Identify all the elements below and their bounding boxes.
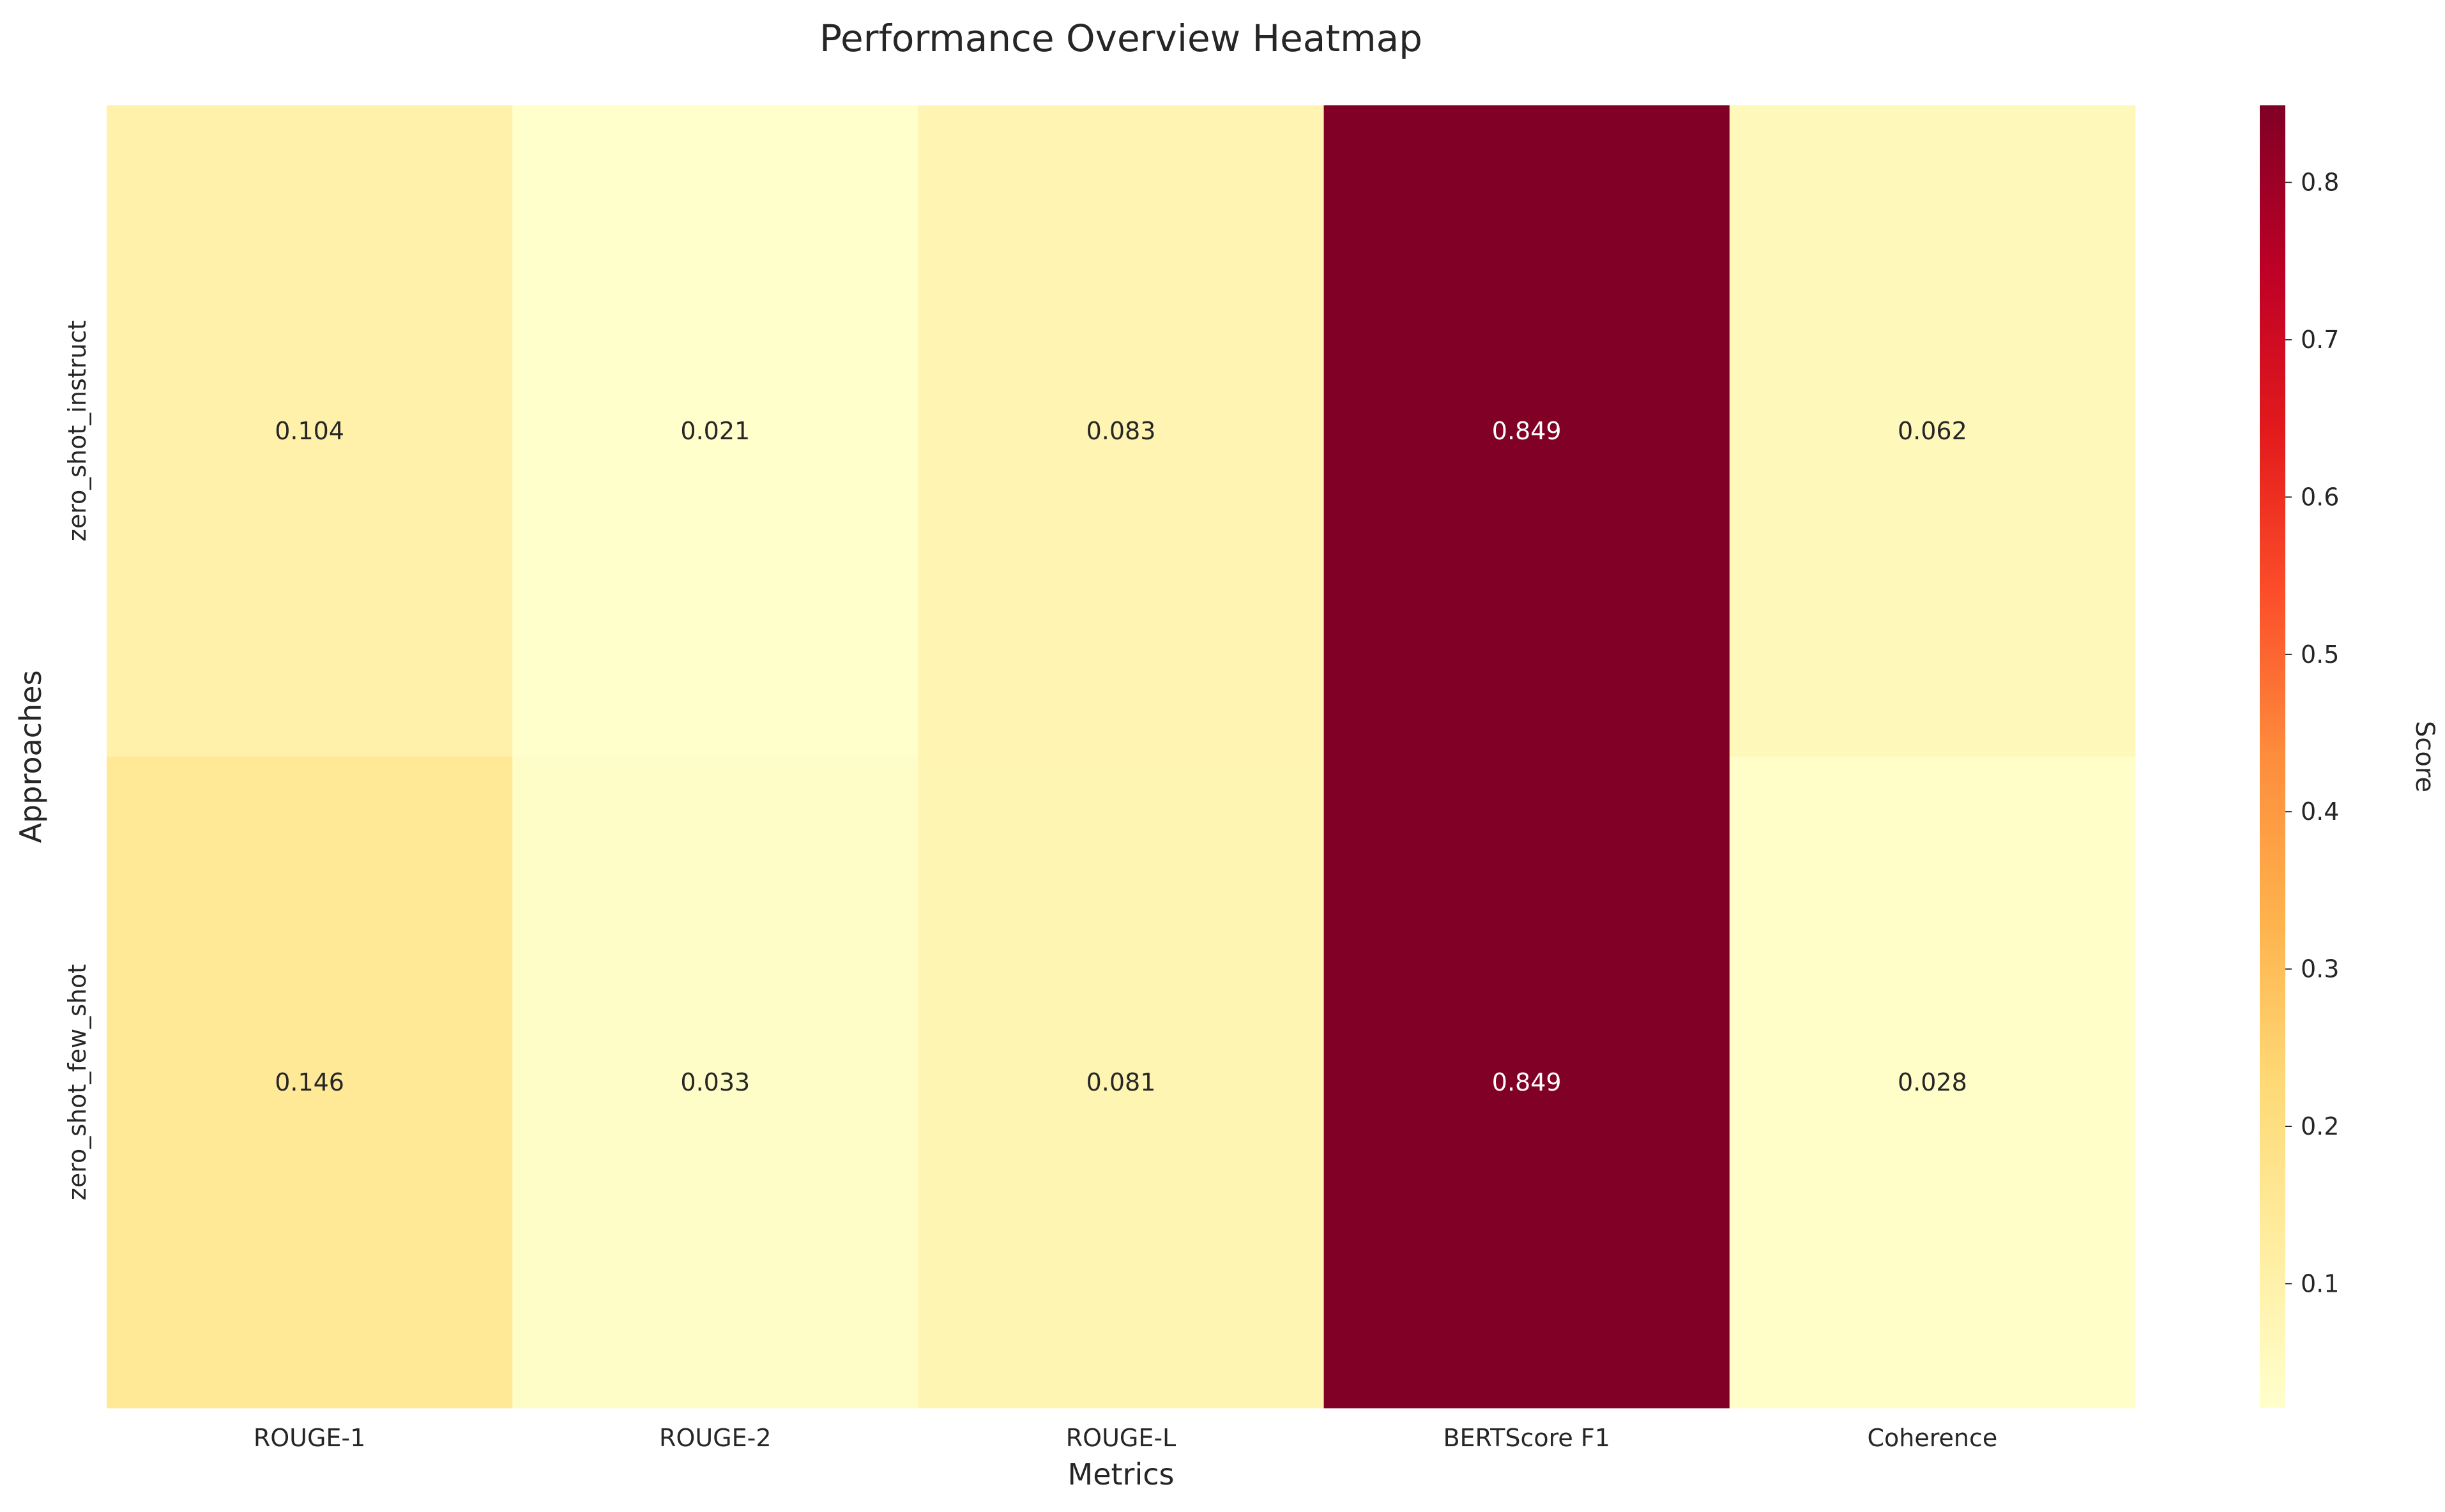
y-axis-label: Approaches [13, 670, 48, 843]
heatmap-cell-label: 0.146 [275, 1068, 344, 1096]
heatmap-cell [1323, 757, 1730, 1409]
x-tick-label: Coherence [1868, 1424, 1998, 1452]
heatmap-cells [107, 105, 2136, 1409]
colorbar-label: Score [2410, 721, 2439, 792]
colorbar-tick-label: 0.5 [2301, 640, 2339, 669]
heatmap-cell-labels: 0.104 0.021 0.083 0.849 0.062 0.146 0.033 0.081… [275, 417, 1967, 1096]
heatmap-cell [918, 757, 1325, 1409]
y-axis-ticks: zero_shot_instruct zero_shot_few_shot [63, 321, 91, 1200]
x-axis-ticks: ROUGE-1 ROUGE-2 ROUGE-L BERTScore F1 Coheren… [254, 1424, 1997, 1452]
y-tick-label: zero_shot_few_shot [63, 964, 91, 1200]
heatmap-cell-label: 0.028 [1898, 1068, 1967, 1096]
heatmap-cell [1729, 105, 2136, 757]
chart-title: Performance Overview Heatmap [819, 17, 1422, 60]
heatmap-cell-label: 0.104 [275, 417, 344, 445]
x-tick-label: ROUGE-L [1066, 1424, 1176, 1452]
y-tick-label: zero_shot_instruct [63, 321, 91, 541]
heatmap-cell-label: 0.081 [1086, 1068, 1156, 1096]
x-axis-label: Metrics [1068, 1457, 1175, 1492]
colorbar [2260, 105, 2285, 1408]
heatmap-cell-label: 0.033 [680, 1068, 750, 1096]
heatmap-cell-label: 0.849 [1492, 1068, 1562, 1096]
heatmap-cell-label: 0.083 [1086, 417, 1156, 445]
heatmap-cell [1729, 757, 2136, 1409]
colorbar-tick-label: 0.2 [2301, 1112, 2339, 1140]
x-tick-label: BERTScore F1 [1443, 1424, 1610, 1452]
heatmap-cell [107, 105, 513, 757]
colorbar-tick-label: 0.8 [2301, 169, 2339, 197]
heatmap-cell [107, 757, 513, 1409]
heatmap-cell-label: 0.849 [1492, 417, 1562, 445]
heatmap-cell [918, 105, 1325, 757]
colorbar-ticks: 0.1 0.2 0.3 0.4 0.5 0.6 0.7 0.8 [2285, 169, 2339, 1297]
heatmap-cell-label: 0.021 [680, 417, 750, 445]
heatmap-cell [512, 105, 918, 757]
x-tick-label: ROUGE-1 [254, 1424, 365, 1452]
colorbar-tick-label: 0.7 [2301, 326, 2339, 354]
colorbar-tick-label: 0.4 [2301, 798, 2339, 826]
heatmap-cell [1323, 105, 1730, 757]
colorbar-tick-label: 0.1 [2301, 1269, 2339, 1297]
colorbar-tick-label: 0.3 [2301, 955, 2339, 983]
heatmap-cell [512, 757, 918, 1409]
colorbar-tick-label: 0.6 [2301, 483, 2339, 511]
heatmap-cell-label: 0.062 [1898, 417, 1967, 445]
x-tick-label: ROUGE-2 [659, 1424, 771, 1452]
